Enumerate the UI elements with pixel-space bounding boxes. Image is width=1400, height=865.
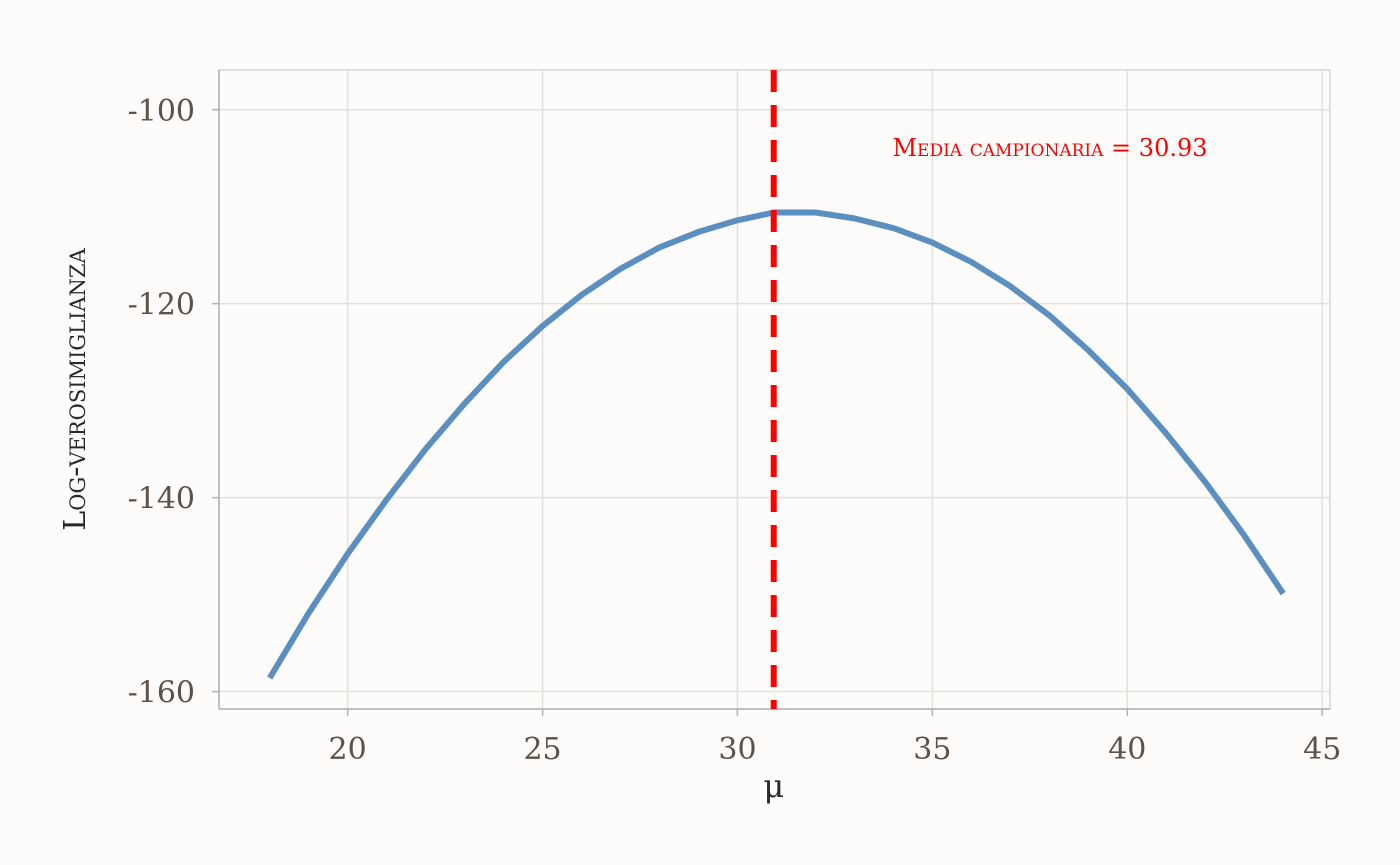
x-tick-label: 35 <box>913 732 951 767</box>
x-tick-label: 25 <box>523 732 561 767</box>
x-tick-label: 20 <box>329 732 367 767</box>
x-tick-label: 45 <box>1303 732 1341 767</box>
y-tick-label: -100 <box>128 94 195 129</box>
y-tick-label: -160 <box>128 676 195 711</box>
x-tick-label: 30 <box>718 732 756 767</box>
x-tick-label: 40 <box>1108 732 1146 767</box>
y-tick-label: -140 <box>128 482 195 517</box>
x-axis-title: μ <box>763 767 784 805</box>
sample-mean-annotation: Media campionaria = 30.93 <box>892 134 1207 162</box>
y-axis-title: Log-verosimiglianza <box>58 247 93 530</box>
y-tick-label: -120 <box>128 288 195 323</box>
